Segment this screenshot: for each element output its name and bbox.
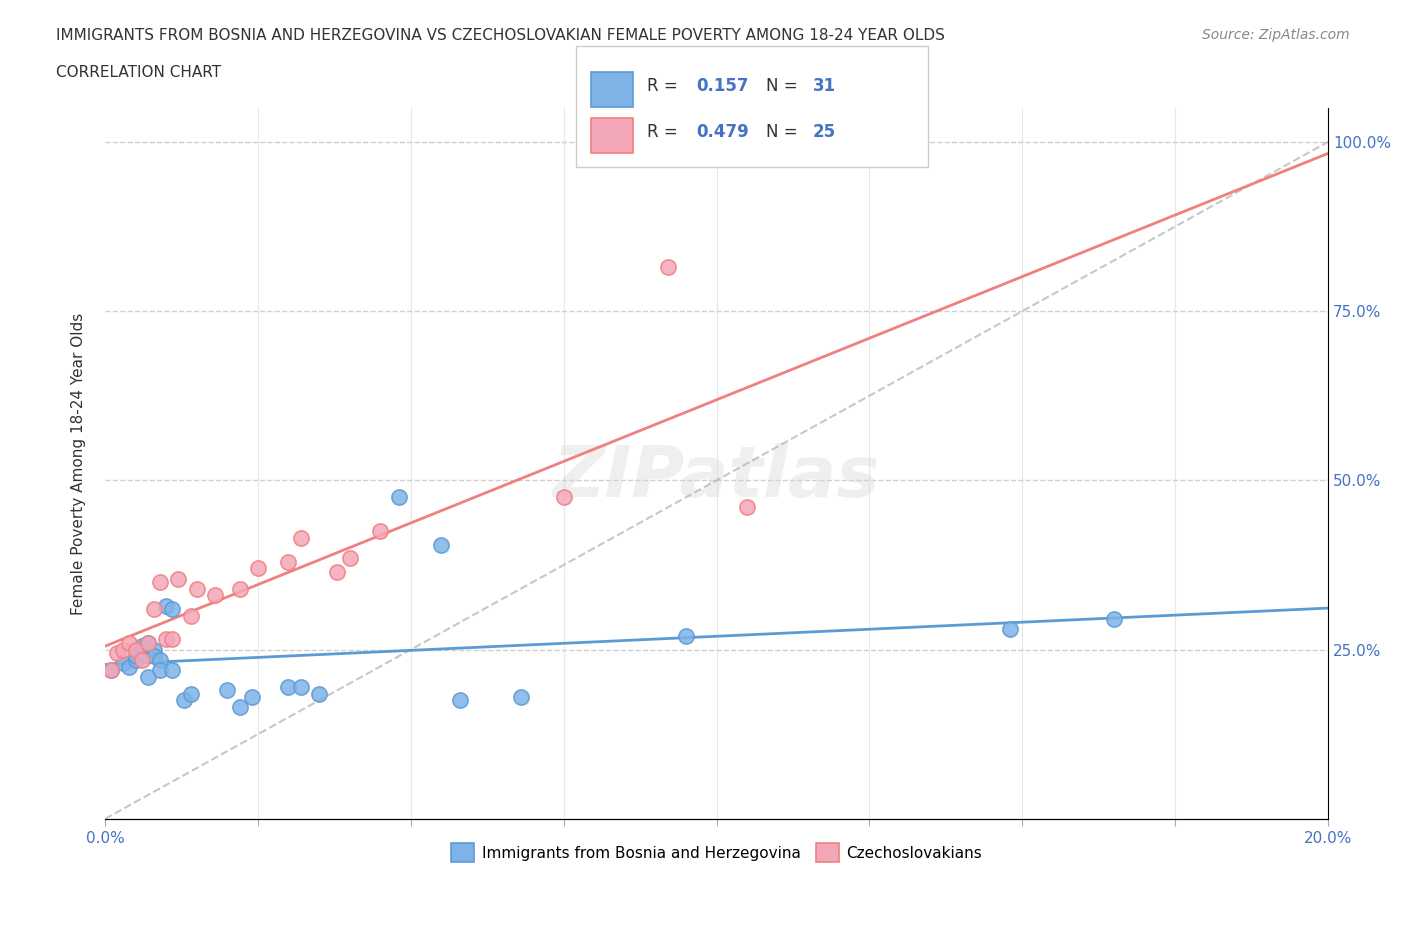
Point <box>112 642 135 657</box>
Point <box>162 632 184 647</box>
Point <box>430 538 453 552</box>
Point <box>162 602 184 617</box>
Text: 25: 25 <box>813 123 835 141</box>
Point <box>142 642 165 657</box>
Point <box>173 693 195 708</box>
Point <box>136 635 159 650</box>
Point <box>124 642 146 657</box>
Point <box>657 259 679 274</box>
Point <box>149 652 172 667</box>
Point <box>131 639 153 654</box>
Point <box>155 632 177 647</box>
Point <box>339 551 361 565</box>
Point <box>204 588 226 603</box>
Point <box>326 565 349 579</box>
Point <box>131 652 153 667</box>
Point <box>162 662 184 677</box>
Point <box>155 598 177 613</box>
Point <box>217 683 239 698</box>
Point <box>1102 612 1125 627</box>
Point <box>124 652 146 667</box>
Point <box>180 608 202 623</box>
Point <box>149 575 172 590</box>
Point <box>387 490 409 505</box>
Point <box>675 629 697 644</box>
Text: N =: N = <box>766 76 803 95</box>
Point <box>553 490 575 505</box>
Text: ZIPatlas: ZIPatlas <box>553 443 880 512</box>
Point <box>290 530 312 545</box>
Point <box>167 571 190 586</box>
Point <box>290 680 312 695</box>
Point <box>105 645 128 660</box>
Text: 0.479: 0.479 <box>696 123 749 141</box>
Point <box>228 699 250 714</box>
Point <box>100 662 122 677</box>
Point <box>240 689 263 704</box>
Y-axis label: Female Poverty Among 18-24 Year Olds: Female Poverty Among 18-24 Year Olds <box>72 312 86 615</box>
Point <box>100 662 122 677</box>
Point <box>180 686 202 701</box>
Point <box>149 662 172 677</box>
Text: 0.157: 0.157 <box>696 76 748 95</box>
Point <box>136 635 159 650</box>
Text: CORRELATION CHART: CORRELATION CHART <box>56 65 221 80</box>
Point <box>142 649 165 664</box>
Text: Source: ZipAtlas.com: Source: ZipAtlas.com <box>1202 28 1350 42</box>
Point <box>118 635 141 650</box>
Point <box>124 649 146 664</box>
Point <box>228 581 250 596</box>
Point <box>368 524 391 538</box>
Text: R =: R = <box>647 123 683 141</box>
Legend: Immigrants from Bosnia and Herzegovina, Czechoslovakians: Immigrants from Bosnia and Herzegovina, … <box>444 837 988 868</box>
Point <box>277 554 299 569</box>
Point <box>246 561 269 576</box>
Point <box>112 656 135 671</box>
Point <box>449 693 471 708</box>
Point <box>735 500 758 515</box>
Point <box>142 602 165 617</box>
Point <box>998 622 1021 637</box>
Point <box>131 645 153 660</box>
Point <box>186 581 208 596</box>
Point <box>118 659 141 674</box>
Text: 31: 31 <box>813 76 835 95</box>
Point <box>277 680 299 695</box>
Text: N =: N = <box>766 123 803 141</box>
Point <box>509 689 531 704</box>
Text: R =: R = <box>647 76 683 95</box>
Point <box>136 670 159 684</box>
Point <box>308 686 330 701</box>
Text: IMMIGRANTS FROM BOSNIA AND HERZEGOVINA VS CZECHOSLOVAKIAN FEMALE POVERTY AMONG 1: IMMIGRANTS FROM BOSNIA AND HERZEGOVINA V… <box>56 28 945 43</box>
